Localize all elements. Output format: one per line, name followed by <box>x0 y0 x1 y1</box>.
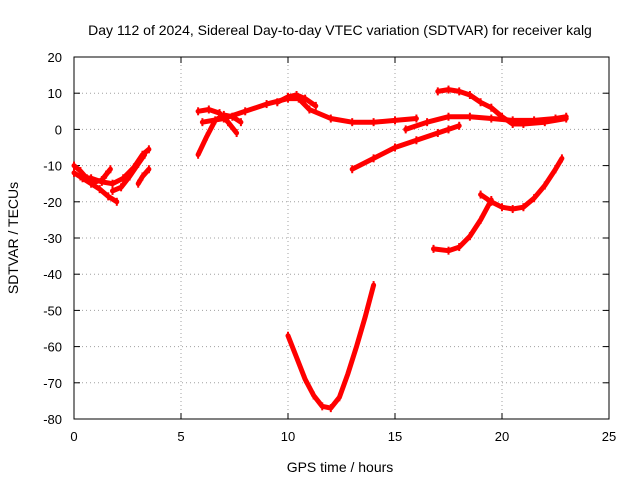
y-tick-label: 10 <box>48 86 62 101</box>
y-tick-label: 0 <box>55 122 62 137</box>
y-tick-label: -10 <box>43 159 62 174</box>
chart-title: Day 112 of 2024, Sidereal Day-to-day VTE… <box>88 22 592 38</box>
x-tick-label: 25 <box>602 429 616 444</box>
y-tick-label: -60 <box>43 340 62 355</box>
y-tick-label: -40 <box>43 267 62 282</box>
x-tick-label: 5 <box>177 429 184 444</box>
x-tick-label: 10 <box>281 429 295 444</box>
x-tick-label: 15 <box>388 429 402 444</box>
series-layer <box>71 85 569 413</box>
x-tick-label: 20 <box>495 429 509 444</box>
series-arc-8 <box>199 96 419 125</box>
y-axis-label: SDTVAR / TECUs <box>5 182 21 294</box>
y-tick-label: -20 <box>43 195 62 210</box>
y-tick-label: 20 <box>48 50 62 65</box>
x-axis-label: GPS time / hours <box>287 459 394 475</box>
series-arc-14 <box>431 197 494 254</box>
y-tick-label: -50 <box>43 303 62 318</box>
y-tick-label: -30 <box>43 231 62 246</box>
y-tick-label: -70 <box>43 376 62 391</box>
y-tick-label: -80 <box>43 412 62 427</box>
x-tick-label: 0 <box>70 429 77 444</box>
tick-layer: 0 5 10 15 20 25 -80 -70 -60 -50 -40 -30 -20 -10 0 10 20 <box>43 50 616 444</box>
